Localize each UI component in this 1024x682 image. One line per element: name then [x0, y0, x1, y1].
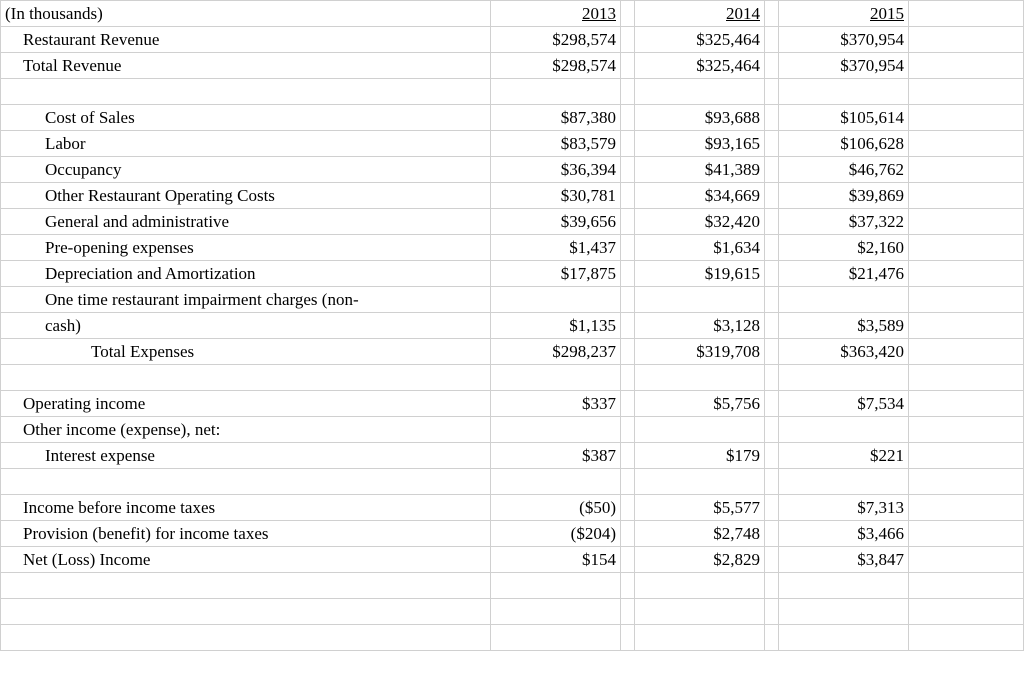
- row-restaurant-revenue: Restaurant Revenue $298,574 $325,464 $37…: [1, 27, 1024, 53]
- row-depreciation: Depreciation and Amortization $17,875 $1…: [1, 261, 1024, 287]
- cell-label: Net (Loss) Income: [1, 547, 491, 573]
- cell-label: Income before income taxes: [1, 495, 491, 521]
- header-row: (In thousands) 2013 2014 2015: [1, 1, 1024, 27]
- cell-value: $106,628: [779, 131, 909, 157]
- row-net-income: Net (Loss) Income $154 $2,829 $3,847: [1, 547, 1024, 573]
- row-blank: [1, 573, 1024, 599]
- cell-label: Restaurant Revenue: [1, 27, 491, 53]
- row-blank: [1, 365, 1024, 391]
- row-operating-income: Operating income $337 $5,756 $7,534: [1, 391, 1024, 417]
- cell-label: Cost of Sales: [1, 105, 491, 131]
- row-general-admin: General and administrative $39,656 $32,4…: [1, 209, 1024, 235]
- cell-value: $17,875: [491, 261, 621, 287]
- cell-value: $325,464: [635, 27, 765, 53]
- cell-label: Provision (benefit) for income taxes: [1, 521, 491, 547]
- cell-value: $37,322: [779, 209, 909, 235]
- cell-label: cash): [1, 313, 491, 339]
- cell-value: $2,748: [635, 521, 765, 547]
- cell-value: $32,420: [635, 209, 765, 235]
- cell-value: $1,634: [635, 235, 765, 261]
- cell-value: $3,466: [779, 521, 909, 547]
- cell-value: $179: [635, 443, 765, 469]
- year-2013: 2013: [491, 1, 621, 27]
- row-preopening: Pre-opening expenses $1,437 $1,634 $2,16…: [1, 235, 1024, 261]
- cell-value: $298,574: [491, 27, 621, 53]
- cell-value: $83,579: [491, 131, 621, 157]
- cell-value: ($204): [491, 521, 621, 547]
- units-label: (In thousands): [1, 1, 491, 27]
- cell-label: Other Restaurant Operating Costs: [1, 183, 491, 209]
- row-other-income-header: Other income (expense), net:: [1, 417, 1024, 443]
- cell-label: Occupancy: [1, 157, 491, 183]
- cell-label: General and administrative: [1, 209, 491, 235]
- cell-value: $221: [779, 443, 909, 469]
- row-provision-tax: Provision (benefit) for income taxes ($2…: [1, 521, 1024, 547]
- cell-value: $7,313: [779, 495, 909, 521]
- row-impairment-line2: cash) $1,135 $3,128 $3,589: [1, 313, 1024, 339]
- cell-value: $2,160: [779, 235, 909, 261]
- cell-value: $19,615: [635, 261, 765, 287]
- cell-value: $325,464: [635, 53, 765, 79]
- row-blank: [1, 79, 1024, 105]
- cell-value: $46,762: [779, 157, 909, 183]
- cell-value: $319,708: [635, 339, 765, 365]
- row-blank: [1, 599, 1024, 625]
- cell-value: $93,165: [635, 131, 765, 157]
- cell-value: $5,756: [635, 391, 765, 417]
- cell-value: $2,829: [635, 547, 765, 573]
- cell-value: $3,847: [779, 547, 909, 573]
- cell-value: $39,656: [491, 209, 621, 235]
- row-other-operating-costs: Other Restaurant Operating Costs $30,781…: [1, 183, 1024, 209]
- row-total-expenses: Total Expenses $298,237 $319,708 $363,42…: [1, 339, 1024, 365]
- cell-label: Pre-opening expenses: [1, 235, 491, 261]
- cell-value: $363,420: [779, 339, 909, 365]
- year-2014: 2014: [635, 1, 765, 27]
- cell-label: Operating income: [1, 391, 491, 417]
- cell-label: Total Revenue: [1, 53, 491, 79]
- cell-value: $154: [491, 547, 621, 573]
- cell-value: $36,394: [491, 157, 621, 183]
- row-interest-expense: Interest expense $387 $179 $221: [1, 443, 1024, 469]
- cell-value: $1,437: [491, 235, 621, 261]
- spreadsheet: (In thousands) 2013 2014 2015 Restaurant…: [0, 0, 1024, 682]
- cell-label: Labor: [1, 131, 491, 157]
- cell-value: $3,128: [635, 313, 765, 339]
- cell-value: $298,574: [491, 53, 621, 79]
- cell-label: Depreciation and Amortization: [1, 261, 491, 287]
- cell-label: Interest expense: [1, 443, 491, 469]
- row-blank: [1, 625, 1024, 651]
- cell-value: $87,380: [491, 105, 621, 131]
- cell-value: $41,389: [635, 157, 765, 183]
- cell-value: $7,534: [779, 391, 909, 417]
- row-total-revenue: Total Revenue $298,574 $325,464 $370,954: [1, 53, 1024, 79]
- cell-value: $298,237: [491, 339, 621, 365]
- cell-label: Total Expenses: [1, 339, 491, 365]
- cell-value: $30,781: [491, 183, 621, 209]
- row-cost-of-sales: Cost of Sales $87,380 $93,688 $105,614: [1, 105, 1024, 131]
- row-income-before-tax: Income before income taxes ($50) $5,577 …: [1, 495, 1024, 521]
- cell-value: $105,614: [779, 105, 909, 131]
- cell-label: Other income (expense), net:: [1, 417, 491, 443]
- financial-table: (In thousands) 2013 2014 2015 Restaurant…: [0, 0, 1024, 651]
- row-labor: Labor $83,579 $93,165 $106,628: [1, 131, 1024, 157]
- cell-value: $34,669: [635, 183, 765, 209]
- cell-value: $1,135: [491, 313, 621, 339]
- year-2015: 2015: [779, 1, 909, 27]
- cell-value: $93,688: [635, 105, 765, 131]
- row-impairment-line1: One time restaurant impairment charges (…: [1, 287, 1024, 313]
- cell-value: $370,954: [779, 27, 909, 53]
- cell-value: $387: [491, 443, 621, 469]
- cell-label: One time restaurant impairment charges (…: [1, 287, 491, 313]
- cell-value: $3,589: [779, 313, 909, 339]
- cell-value: $370,954: [779, 53, 909, 79]
- cell-value: $39,869: [779, 183, 909, 209]
- row-blank: [1, 469, 1024, 495]
- cell-value: $5,577: [635, 495, 765, 521]
- cell-value: ($50): [491, 495, 621, 521]
- cell-value: $337: [491, 391, 621, 417]
- cell-value: $21,476: [779, 261, 909, 287]
- row-occupancy: Occupancy $36,394 $41,389 $46,762: [1, 157, 1024, 183]
